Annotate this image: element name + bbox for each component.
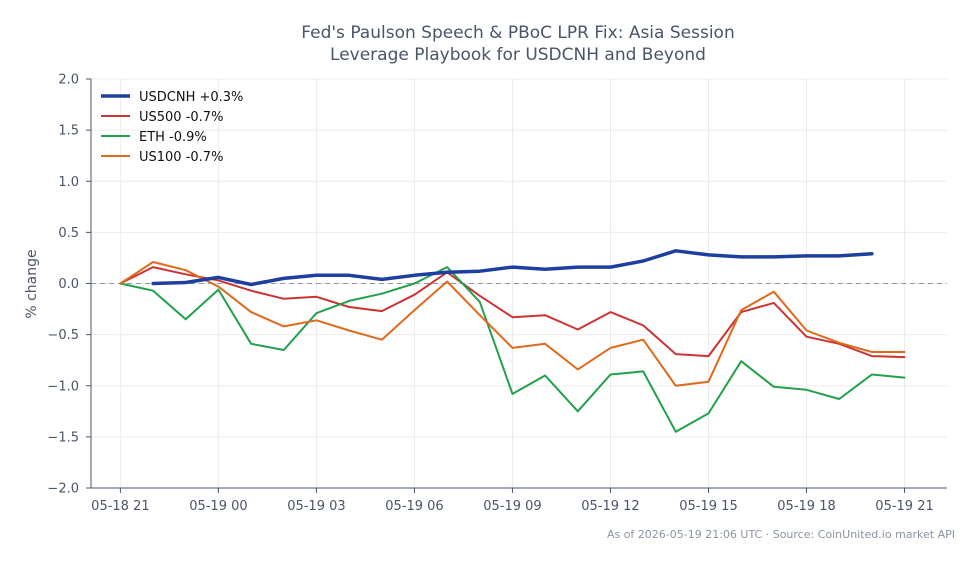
y-tick-label: 1.0 [58,175,79,190]
x-tick-label: 05-19 06 [385,499,443,514]
series-line-us500 [119,266,906,359]
y-tick-label: −2.0 [47,482,79,497]
legend: USDCNH +0.3% US500 -0.7% ETH -0.9% US100 -0… [101,90,243,165]
y-tick-label: 2.0 [58,73,79,88]
y-tick-label: −1.5 [47,430,79,445]
legend-label: US500 -0.7% [139,110,223,125]
x-tick-label: 05-19 18 [777,499,835,514]
y-tick-label: −0.5 [47,328,79,343]
y-tick-label: 1.5 [58,124,79,139]
y-tick-label: 0.5 [58,226,79,241]
series-line-eth [119,266,906,433]
legend-label: US100 -0.7% [139,150,223,165]
x-tick-label: 05-19 12 [581,499,639,514]
x-tick-label: 05-19 03 [287,499,345,514]
legend-label: USDCNH +0.3% [139,90,243,105]
legend-label: ETH -0.9% [139,130,207,145]
x-tick-label: 05-19 15 [679,499,737,514]
y-axis-label: % change [24,249,40,318]
series-lines [119,249,906,433]
y-tick-label: −1.0 [47,379,79,394]
series-line-usdcnh [151,249,874,287]
x-tick-label: 05-19 09 [483,499,541,514]
series-line-us100 [119,261,906,387]
y-axis-ticks: 2.0 1.5 1.0 0.5 0.0 −0.5 −1.0 −1.5 −2.0 [47,73,91,497]
x-axis-ticks: 05-18 21 05-19 00 05-19 03 05-19 06 05-19 09… [91,488,934,514]
x-tick-label: 05-18 21 [91,499,149,514]
chart-title-line-1: Fed's Paulson Speech & PBoC LPR Fix: Asi… [301,23,734,43]
x-tick-label: 05-19 00 [189,499,247,514]
y-tick-label: 0.0 [58,277,79,292]
footer-source: As of 2026-05-19 21:06 UTC · Source: Coi… [607,528,955,541]
x-tick-label: 05-19 21 [875,499,933,514]
chart-title-line-2: Leverage Playbook for USDCNH and Beyond [330,45,706,65]
